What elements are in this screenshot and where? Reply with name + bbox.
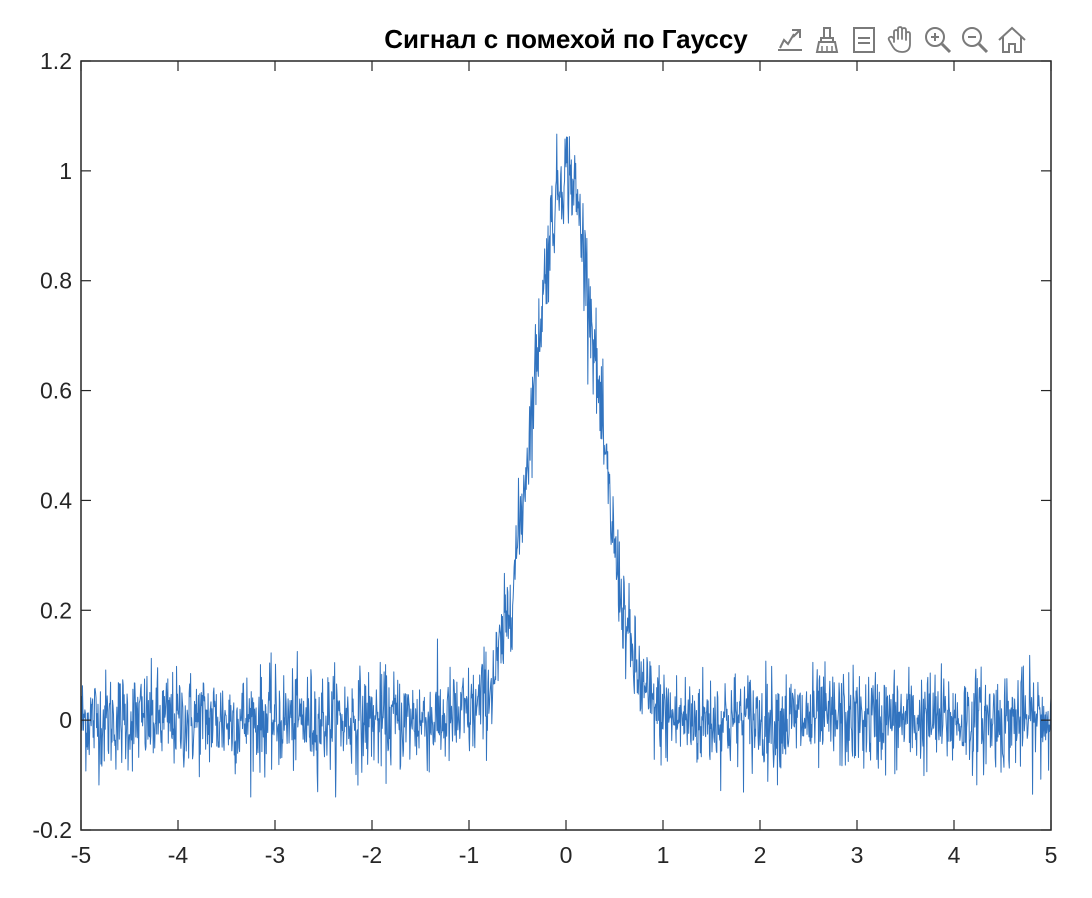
x-tick-label: -1 <box>459 842 479 868</box>
x-tick-label: -3 <box>265 842 285 868</box>
x-tick-label: 1 <box>657 842 670 868</box>
brush-button[interactable] <box>809 21 844 59</box>
zoom-in-icon <box>924 27 951 54</box>
pan-button[interactable] <box>883 21 918 59</box>
x-tick-label: 3 <box>851 842 864 868</box>
x-tick-label: -5 <box>71 842 91 868</box>
series-layer <box>80 133 1052 798</box>
export-icon <box>777 29 802 51</box>
y-tick-label: 0.4 <box>40 487 72 513</box>
zoom-out-button[interactable] <box>957 21 992 59</box>
x-tick-label: 4 <box>948 842 961 868</box>
datatip-button[interactable] <box>846 21 881 59</box>
y-tick-label: 0.6 <box>40 378 72 404</box>
zoom-in-button[interactable] <box>920 21 955 59</box>
y-tick-label: -0.2 <box>32 817 72 843</box>
x-tick-label: 5 <box>1045 842 1058 868</box>
home-icon <box>997 26 1026 53</box>
y-tick-label: 1 <box>59 158 72 184</box>
x-tick-label: 2 <box>754 842 767 868</box>
y-tick-label: 1.2 <box>40 48 72 74</box>
x-tick-label: 0 <box>560 842 573 868</box>
chart-title: Сигнал с помехой по Гауссу <box>384 24 748 54</box>
x-ticks: -5 -4 -3 -2 -1 0 1 2 3 4 5 <box>71 61 1058 868</box>
y-ticks: -0.2 0 0.2 0.4 0.6 0.8 1 1.2 <box>32 48 1051 843</box>
datatip-icon <box>852 27 875 53</box>
y-tick-label: 0.2 <box>40 597 72 623</box>
x-tick-label: -4 <box>168 842 189 868</box>
y-tick-label: 0.8 <box>40 268 72 294</box>
signal-series-line <box>80 133 1052 798</box>
x-tick-label: -2 <box>362 842 382 868</box>
zoom-out-icon <box>961 27 988 54</box>
export-button[interactable] <box>772 21 807 59</box>
axes-toolbar <box>772 20 1029 60</box>
home-button[interactable] <box>994 21 1029 59</box>
y-tick-label: 0 <box>59 707 72 733</box>
pan-icon <box>887 26 911 53</box>
brush-icon <box>815 27 838 53</box>
